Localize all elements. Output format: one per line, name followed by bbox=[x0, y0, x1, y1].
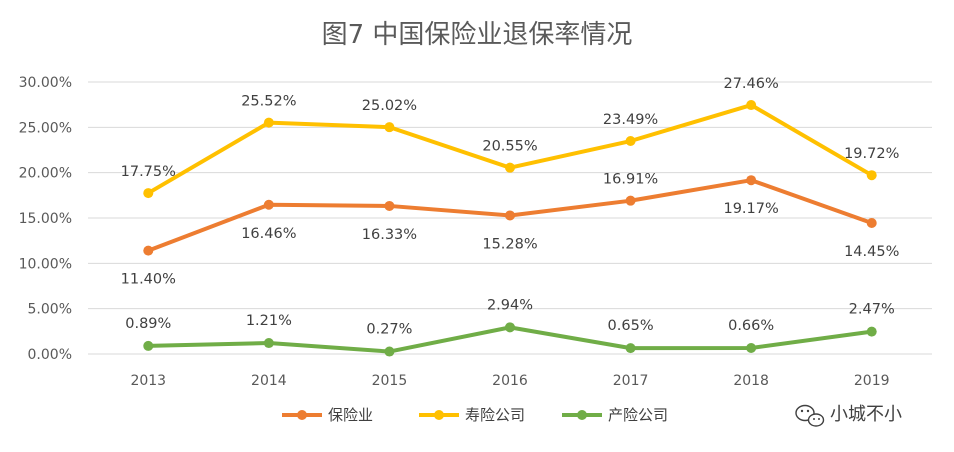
legend-label: 产险公司 bbox=[608, 406, 668, 424]
wechat-icon bbox=[795, 404, 825, 427]
x-tick-label: 2019 bbox=[854, 373, 890, 389]
legend-marker bbox=[577, 410, 587, 420]
data-point bbox=[866, 326, 877, 337]
data-point bbox=[625, 195, 636, 206]
data-label: 0.27% bbox=[366, 322, 412, 338]
watermark-text: 小城不小 bbox=[830, 404, 902, 425]
x-tick-label: 2016 bbox=[492, 373, 528, 389]
data-label: 23.49% bbox=[603, 112, 658, 128]
chart-title: 图7 中国保险业退保率情况 bbox=[322, 20, 633, 50]
data-point bbox=[746, 343, 757, 354]
data-labels: 11.40% 16.46% 16.33% 15.28% 16.91% 19.17% 14.4… bbox=[121, 76, 900, 338]
y-axis: 0.00% 5.00% 10.00% 15.00% 20.00% 25.00% 30.00% bbox=[19, 75, 72, 363]
y-tick-label: 0.00% bbox=[28, 347, 72, 363]
data-point bbox=[263, 117, 274, 128]
data-label: 19.72% bbox=[844, 146, 899, 162]
watermark: 小城不小 bbox=[795, 404, 902, 427]
data-label: 16.91% bbox=[603, 172, 658, 188]
legend-item: 保险业 bbox=[282, 406, 373, 424]
legend-marker bbox=[297, 410, 307, 420]
data-point bbox=[505, 162, 515, 173]
data-label: 15.28% bbox=[482, 236, 537, 252]
data-point bbox=[505, 210, 515, 221]
y-tick-label: 15.00% bbox=[19, 211, 72, 227]
x-tick-label: 2017 bbox=[613, 373, 649, 389]
data-point bbox=[625, 136, 636, 147]
series-layer bbox=[143, 100, 877, 357]
data-label: 14.45% bbox=[844, 244, 899, 260]
series-3 bbox=[143, 322, 877, 357]
data-label: 0.89% bbox=[125, 316, 171, 332]
data-point bbox=[384, 200, 395, 211]
data-label: 11.40% bbox=[121, 272, 176, 288]
legend-label: 保险业 bbox=[328, 406, 373, 424]
y-tick-label: 25.00% bbox=[19, 120, 72, 136]
data-label: 27.46% bbox=[723, 76, 778, 92]
x-axis: 2013 2014 2015 2016 2017 2018 2019 bbox=[130, 373, 889, 389]
data-label: 16.33% bbox=[362, 227, 417, 243]
data-point bbox=[746, 175, 757, 186]
data-point bbox=[746, 100, 757, 111]
data-point bbox=[384, 346, 395, 357]
series-1 bbox=[143, 175, 877, 256]
data-point bbox=[263, 199, 274, 210]
data-label: 2.47% bbox=[849, 302, 895, 318]
data-label: 1.21% bbox=[246, 313, 292, 329]
data-label: 25.52% bbox=[241, 94, 296, 110]
data-point bbox=[143, 245, 154, 256]
y-tick-label: 30.00% bbox=[19, 75, 72, 91]
y-tick-label: 20.00% bbox=[19, 166, 72, 182]
data-point bbox=[143, 188, 154, 199]
data-point bbox=[505, 322, 515, 333]
legend-label: 寿险公司 bbox=[465, 406, 525, 424]
x-tick-label: 2014 bbox=[251, 373, 287, 389]
data-label: 17.75% bbox=[121, 164, 176, 180]
x-tick-label: 2018 bbox=[733, 373, 769, 389]
data-label: 0.66% bbox=[728, 318, 774, 334]
data-label: 25.02% bbox=[362, 98, 417, 114]
data-point bbox=[866, 217, 877, 228]
data-label: 0.65% bbox=[608, 318, 654, 334]
data-label: 16.46% bbox=[241, 226, 296, 242]
data-point bbox=[866, 170, 877, 181]
x-tick-label: 2015 bbox=[372, 373, 408, 389]
data-point bbox=[384, 122, 395, 133]
legend-marker bbox=[434, 410, 444, 420]
series-2 bbox=[143, 100, 877, 199]
data-point bbox=[143, 340, 154, 351]
y-tick-label: 10.00% bbox=[19, 256, 72, 272]
data-point bbox=[625, 343, 636, 354]
data-label: 20.55% bbox=[482, 139, 537, 155]
data-label: 19.17% bbox=[723, 201, 778, 217]
data-point bbox=[263, 338, 274, 349]
legend: 保险业 寿险公司 产险公司 bbox=[282, 406, 668, 424]
y-tick-label: 5.00% bbox=[28, 302, 72, 318]
legend-item: 寿险公司 bbox=[419, 406, 525, 424]
data-label: 2.94% bbox=[487, 297, 533, 313]
legend-item: 产险公司 bbox=[562, 406, 668, 424]
x-tick-label: 2013 bbox=[130, 373, 166, 389]
